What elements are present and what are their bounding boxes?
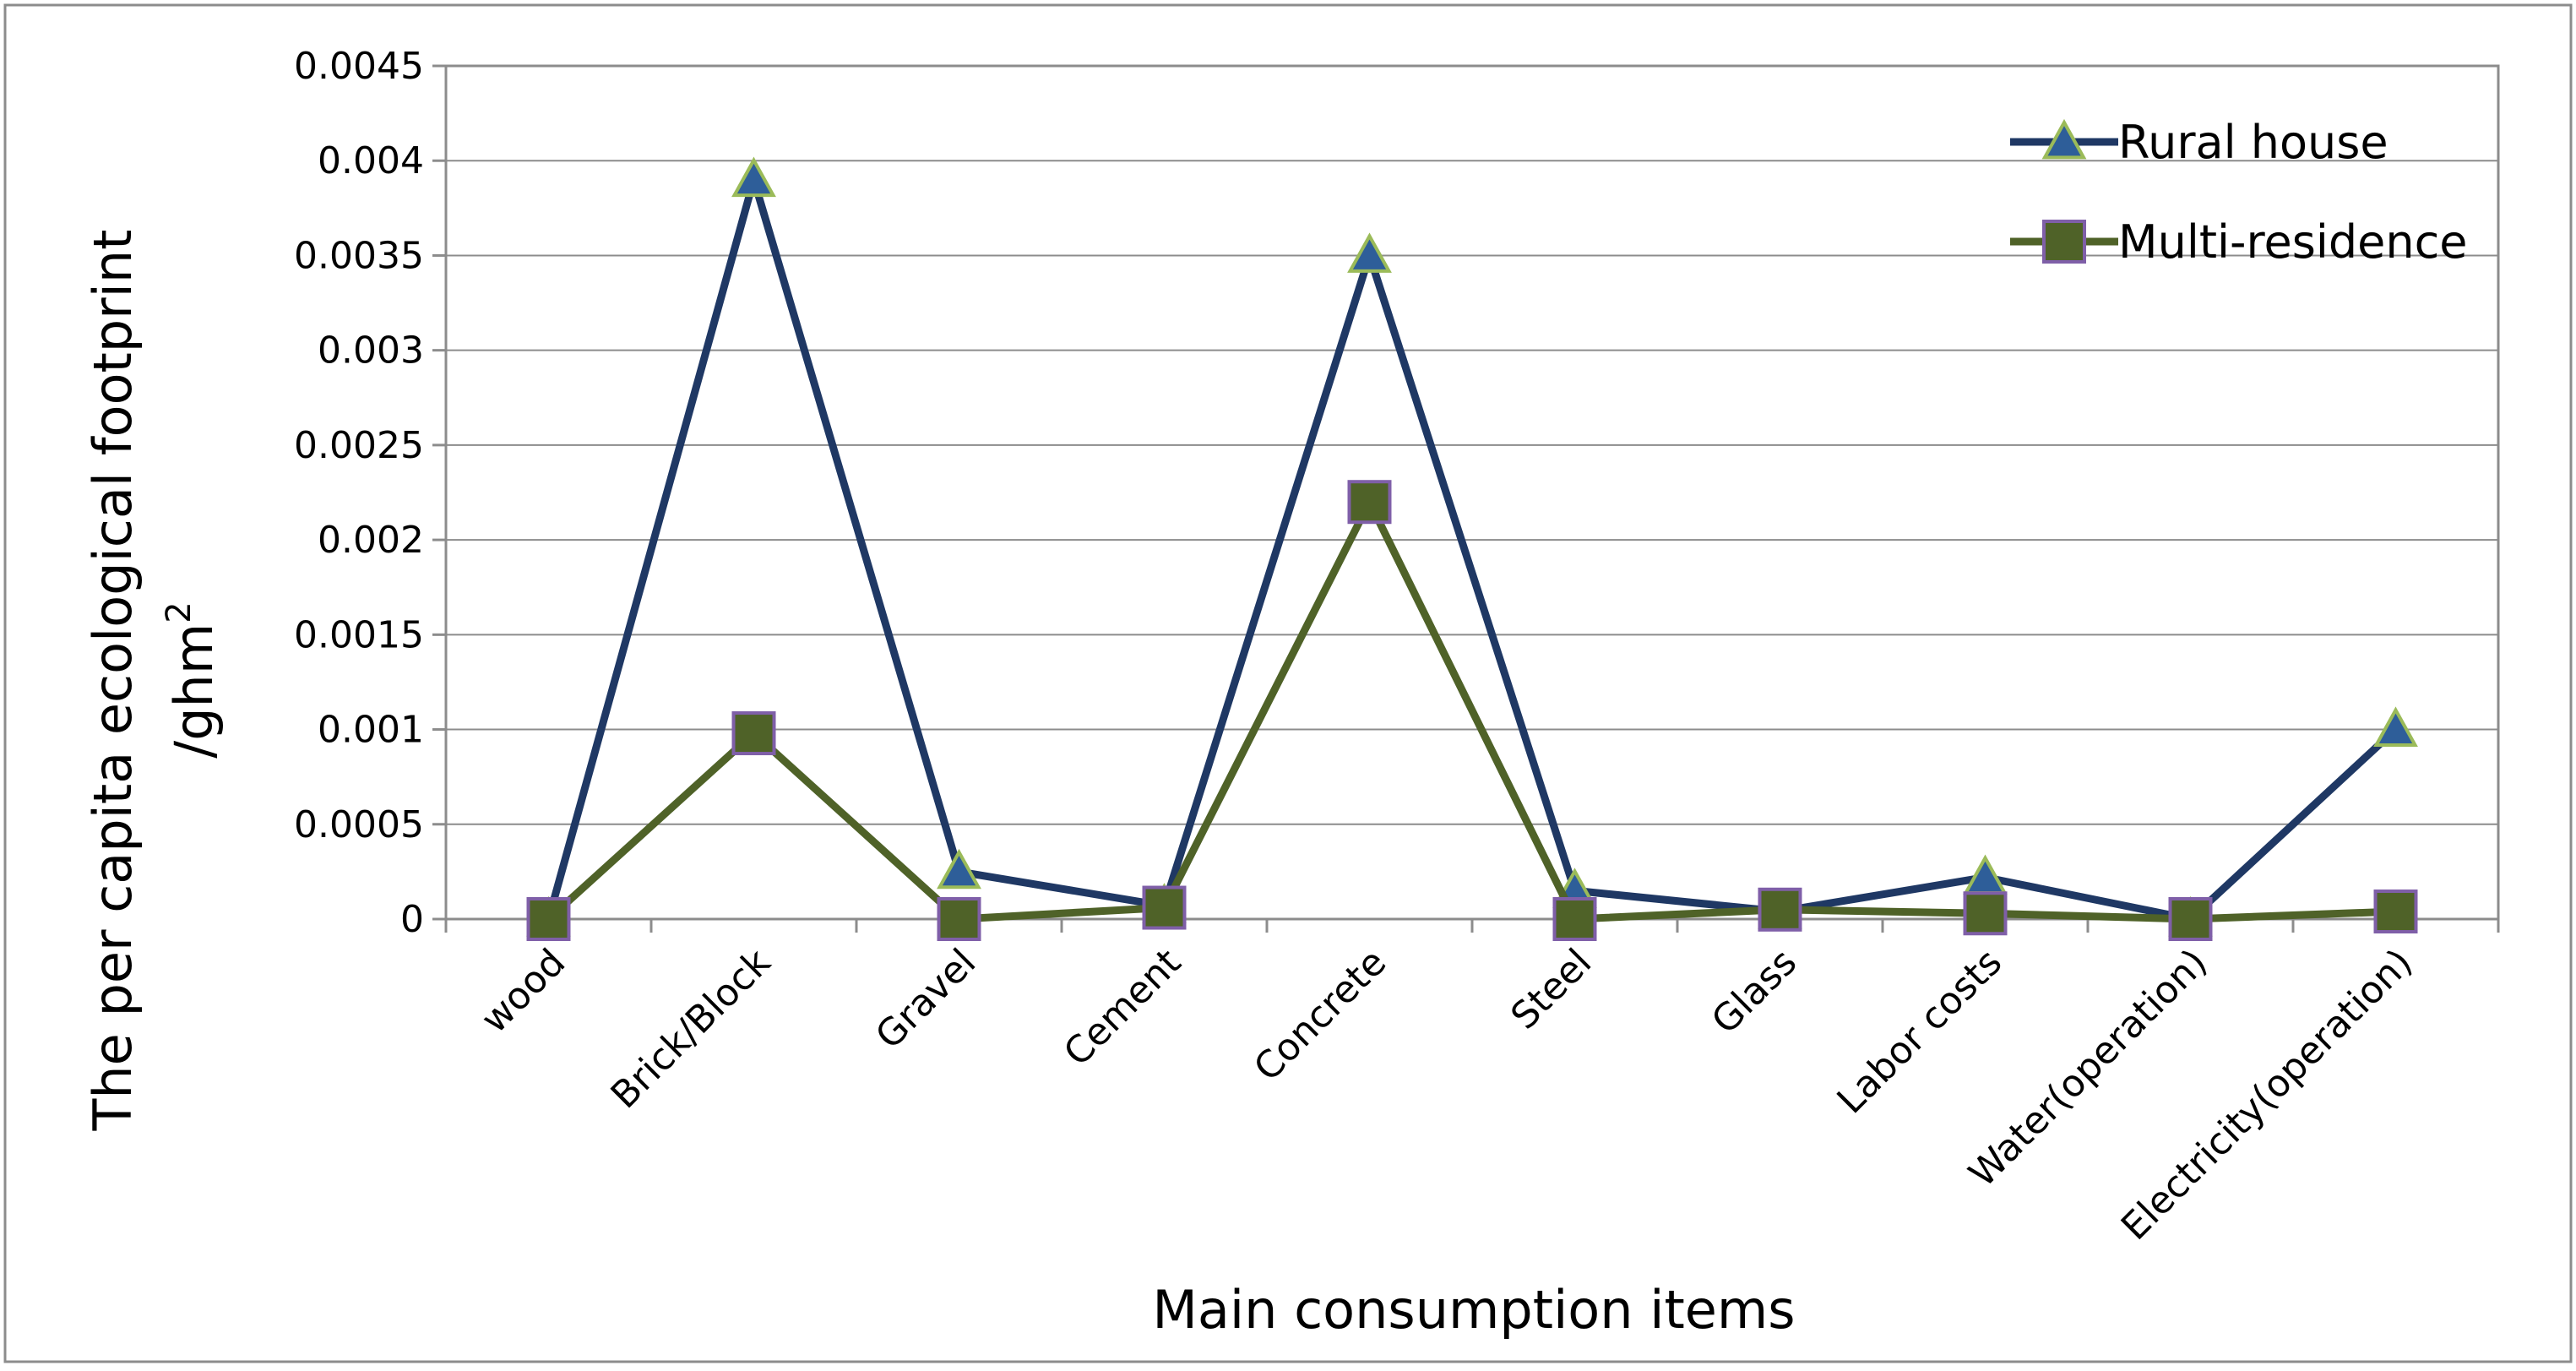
y-axis-unit-superscript: 2: [160, 601, 198, 623]
data-point: [1552, 897, 1597, 941]
legend-label: Rural house: [2118, 116, 2389, 169]
data-point: [1758, 887, 1802, 932]
gridlines: [432, 64, 2500, 933]
data-point: [2373, 706, 2418, 747]
y-tick-labels: 0 0.0005 0.001 0.0015 0.002 0.0025 0.003 0.0035…: [294, 45, 424, 941]
y-tick-label: 0.002: [318, 519, 424, 562]
y-tick-label: 0.0015: [294, 613, 424, 656]
series: [526, 156, 2418, 941]
data-point: [731, 711, 776, 756]
legend-label: Multi-residence: [2118, 215, 2468, 269]
x-axis-title: Main consumption items: [1152, 1279, 1795, 1341]
data-point: [526, 897, 571, 941]
data-point: [937, 848, 981, 890]
data-point: [2168, 897, 2213, 941]
legend: Rural house Multi-residence: [2010, 116, 2468, 269]
data-point: [937, 897, 981, 941]
y-tick-label: 0: [400, 898, 424, 941]
y-tick-label: 0.004: [318, 139, 424, 182]
legend-item: Multi-residence: [2010, 215, 2468, 269]
y-tick-label: 0.0025: [294, 424, 424, 467]
y-tick-label: 0.0035: [294, 234, 424, 277]
data-point: [731, 156, 776, 198]
y-tick-label: 0.003: [318, 329, 424, 373]
y-tick-label: 0.0005: [294, 803, 424, 846]
data-point: [1347, 480, 1392, 525]
data-point: [2373, 890, 2418, 934]
plot-area: [444, 64, 2500, 921]
y-tick-label: 0.001: [318, 709, 424, 752]
legend-item: Rural house: [2010, 116, 2389, 169]
y-axis-unit-text: /ghm: [163, 623, 225, 759]
y-tick-label: 0.0045: [294, 45, 424, 88]
data-point: [1963, 891, 2008, 936]
y-axis-unit: /ghm2: [160, 601, 225, 758]
data-point: [1347, 232, 1392, 273]
data-point: [1142, 885, 1187, 930]
series-line: [545, 176, 2399, 923]
chart-frame: [3, 3, 2573, 1363]
legend-marker: [2041, 118, 2087, 160]
legend-marker: [2042, 220, 2086, 264]
series-line: [546, 498, 2396, 923]
series-multi-residence: [526, 480, 2418, 941]
y-axis-title: The per capita ecological footprint: [82, 230, 144, 1132]
